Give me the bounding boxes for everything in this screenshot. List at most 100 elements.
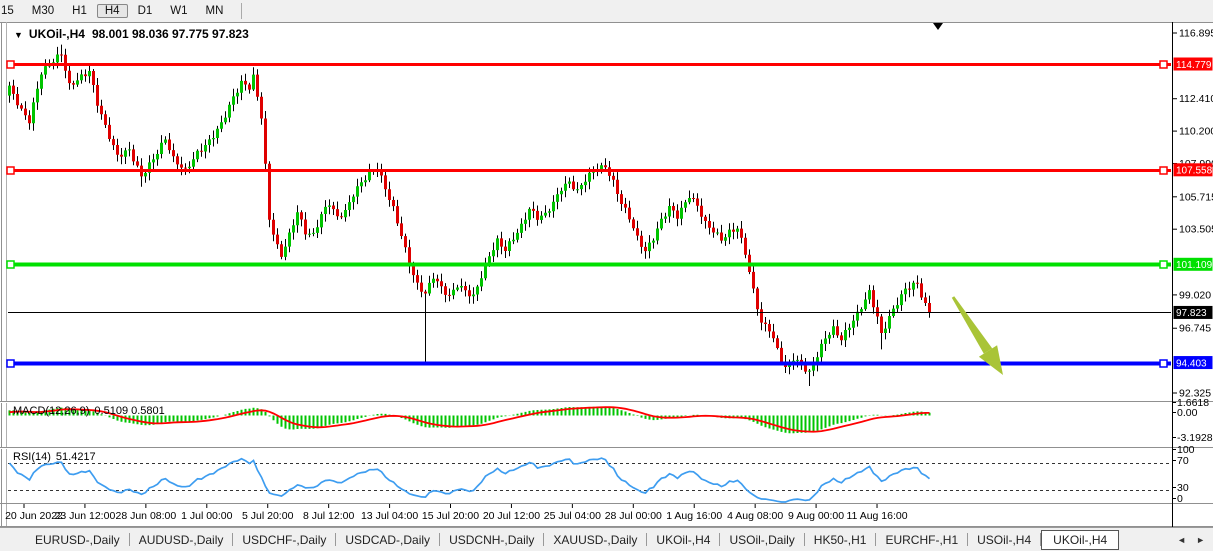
symbol-tab-ukoilh4-6[interactable]: UKOil-,H4: [656, 532, 711, 547]
timeframe-button-m30[interactable]: M30: [31, 5, 55, 17]
x-axis-label: 20 Jun 2022: [5, 510, 63, 522]
x-axis-label: 11 Aug 16:00: [846, 510, 907, 522]
price-badge-114.779: [1173, 57, 1213, 71]
price-badge-101.109-text: 101.109: [1176, 260, 1213, 271]
tab-separator: [128, 533, 130, 546]
candlestick-series: [8, 44, 931, 386]
line-handle[interactable]: [1159, 60, 1168, 69]
indicator-axis-label: -3.1928: [1177, 432, 1213, 444]
y-axis-label: 99.020: [1179, 289, 1211, 301]
y-axis-label: 96.745: [1179, 323, 1211, 335]
x-axis-label: 5 Jul 20:00: [242, 510, 294, 522]
rsi-pane: [8, 457, 931, 503]
symbol-tab-usoilh4-10[interactable]: USOil-,H4: [977, 532, 1032, 547]
tab-scroll-right-icon[interactable]: ►: [1196, 534, 1205, 545]
chart-title: ▼ UKOil-,H4 98.001 98.036 97.775 97.823: [14, 27, 249, 41]
line-handle[interactable]: [6, 166, 15, 175]
timeframe-button-h1[interactable]: H1: [72, 5, 87, 17]
rsi-line: [8, 457, 931, 503]
x-axis-label: 1 Jul 00:00: [181, 510, 233, 522]
price-badge-107.558-text: 107.558: [1176, 166, 1213, 177]
symbol-tab-xauusddaily-5[interactable]: XAUUSD-,Daily: [553, 532, 638, 547]
tab-separator: [803, 533, 805, 546]
macd-signal-line: [9, 406, 930, 433]
timeframe-toolbar: 15 M30 H1 H4 D1 W1 MN: [0, 0, 1213, 22]
rsi-current-value: 51.4217: [55, 451, 96, 463]
x-axis-label: 9 Aug 00:00: [788, 510, 844, 522]
line-handle[interactable]: [6, 60, 15, 69]
y-axis-label: 112.410: [1179, 93, 1213, 105]
x-axis-label: 15 Jul 20:00: [422, 510, 479, 522]
indicator-axis-label: 0.00: [1177, 407, 1198, 419]
macd-current-values: 0.5109 0.5801: [94, 405, 165, 417]
tab-separator: [439, 533, 441, 546]
y-axis-label: 116.895: [1179, 28, 1213, 40]
rsi-name: RSI(14): [13, 451, 51, 463]
tab-separator: [719, 533, 721, 546]
rsi-label: RSI(14) 51.4217: [13, 451, 101, 463]
price-badge-94.403: [1173, 356, 1213, 370]
chart-background: [0, 22, 1213, 527]
current-price-badge: [1173, 305, 1213, 319]
symbol-tab-usdchfdaily-2[interactable]: USDCHF-,Daily: [242, 532, 327, 547]
macd-label: MACD(12,26,9) 0.5109 0.5801: [13, 405, 170, 417]
symbol-tab-eurusddaily-0[interactable]: EURUSD-,Daily: [35, 532, 120, 547]
indicator-axis-label: 70: [1177, 455, 1189, 467]
macd-name: MACD(12,26,9): [13, 405, 90, 417]
tab-separator: [335, 533, 337, 546]
x-axis-label: 1 Aug 16:00: [666, 510, 722, 522]
line-handle[interactable]: [6, 260, 15, 269]
tab-separator: [543, 533, 545, 546]
symbol-tab-audusddaily-1[interactable]: AUDUSD-,Daily: [138, 532, 224, 547]
tab-separator: [232, 533, 234, 546]
symbol-tab-usdcnhdaily-4[interactable]: USDCNH-,Daily: [449, 532, 535, 547]
down-arrow-annotation[interactable]: [951, 296, 993, 354]
y-axis-label: 110.200: [1179, 126, 1213, 138]
timeframe-button-h4[interactable]: H4: [96, 4, 128, 18]
line-handle[interactable]: [1159, 260, 1168, 269]
symbol-dropdown-icon[interactable]: ▼: [14, 30, 23, 40]
macd-pane: [8, 406, 931, 434]
timeframe-button-mn[interactable]: MN: [205, 5, 224, 17]
timeframe-button-d1[interactable]: D1: [137, 5, 153, 17]
x-axis-label: 23 Jun 12:00: [55, 510, 116, 522]
symbol-tab-usdcaddaily-3[interactable]: USDCAD-,Daily: [345, 532, 431, 547]
y-axis-label: 103.505: [1179, 224, 1213, 236]
timeframe-button-w1[interactable]: W1: [170, 5, 188, 17]
x-axis-label: 28 Jun 08:00: [116, 510, 177, 522]
indicator-axis-label: 1.6618: [1177, 397, 1209, 409]
tab-scroll-left-icon[interactable]: ◄: [1177, 534, 1187, 545]
indicator-axis-label: 30: [1177, 482, 1189, 494]
line-handle[interactable]: [1159, 359, 1168, 368]
tab-separator: [1040, 533, 1042, 546]
symbol-tab-hk50h1-8[interactable]: HK50-,H1: [813, 532, 867, 547]
indicator-axis-label: 0: [1177, 493, 1183, 505]
tab-separator: [646, 533, 648, 546]
tab-separator: [967, 533, 969, 546]
x-axis-label: 28 Jul 00:00: [605, 510, 662, 522]
timeframe-button-15[interactable]: 15: [1, 5, 14, 17]
x-axis-label: 25 Jul 04:00: [544, 510, 601, 522]
symbol-tab-ukoilh4-11[interactable]: UKOil-,H4: [1041, 529, 1120, 550]
chart-canvas[interactable]: 116.895112.410110.200107.990105.715103.5…: [0, 0, 1213, 527]
symbol-tab-bar: EURUSD-,Daily AUDUSD-,Daily USDCHF-,Daily U…: [0, 527, 1213, 551]
symbol-tab-usoildaily-7[interactable]: USOil-,Daily: [729, 532, 795, 547]
current-price-badge-text: 97.823: [1176, 308, 1207, 319]
line-handle[interactable]: [1159, 166, 1168, 175]
chart-shift-marker-icon[interactable]: [933, 23, 943, 30]
y-axis-label: 105.715: [1179, 191, 1213, 203]
toolbar-divider: [241, 3, 243, 19]
indicator-axis-label: 100: [1177, 444, 1195, 456]
tab-separator: [875, 533, 877, 546]
price-badge-94.403-text: 94.403: [1176, 358, 1207, 369]
price-badge-101.109: [1173, 257, 1213, 271]
x-axis-label: 13 Jul 04:00: [361, 510, 418, 522]
bull-candle-bodies: [8, 54, 915, 372]
price-badge-114.779-text: 114.779: [1176, 60, 1212, 71]
down-arrow-annotation-head[interactable]: [978, 345, 1003, 375]
y-axis-label: 92.325: [1179, 387, 1211, 399]
symbol-tab-eurchfh1-9[interactable]: EURCHF-,H1: [885, 532, 959, 547]
line-handle[interactable]: [6, 359, 15, 368]
chart-symbol-label: UKOil-,H4: [28, 27, 85, 41]
